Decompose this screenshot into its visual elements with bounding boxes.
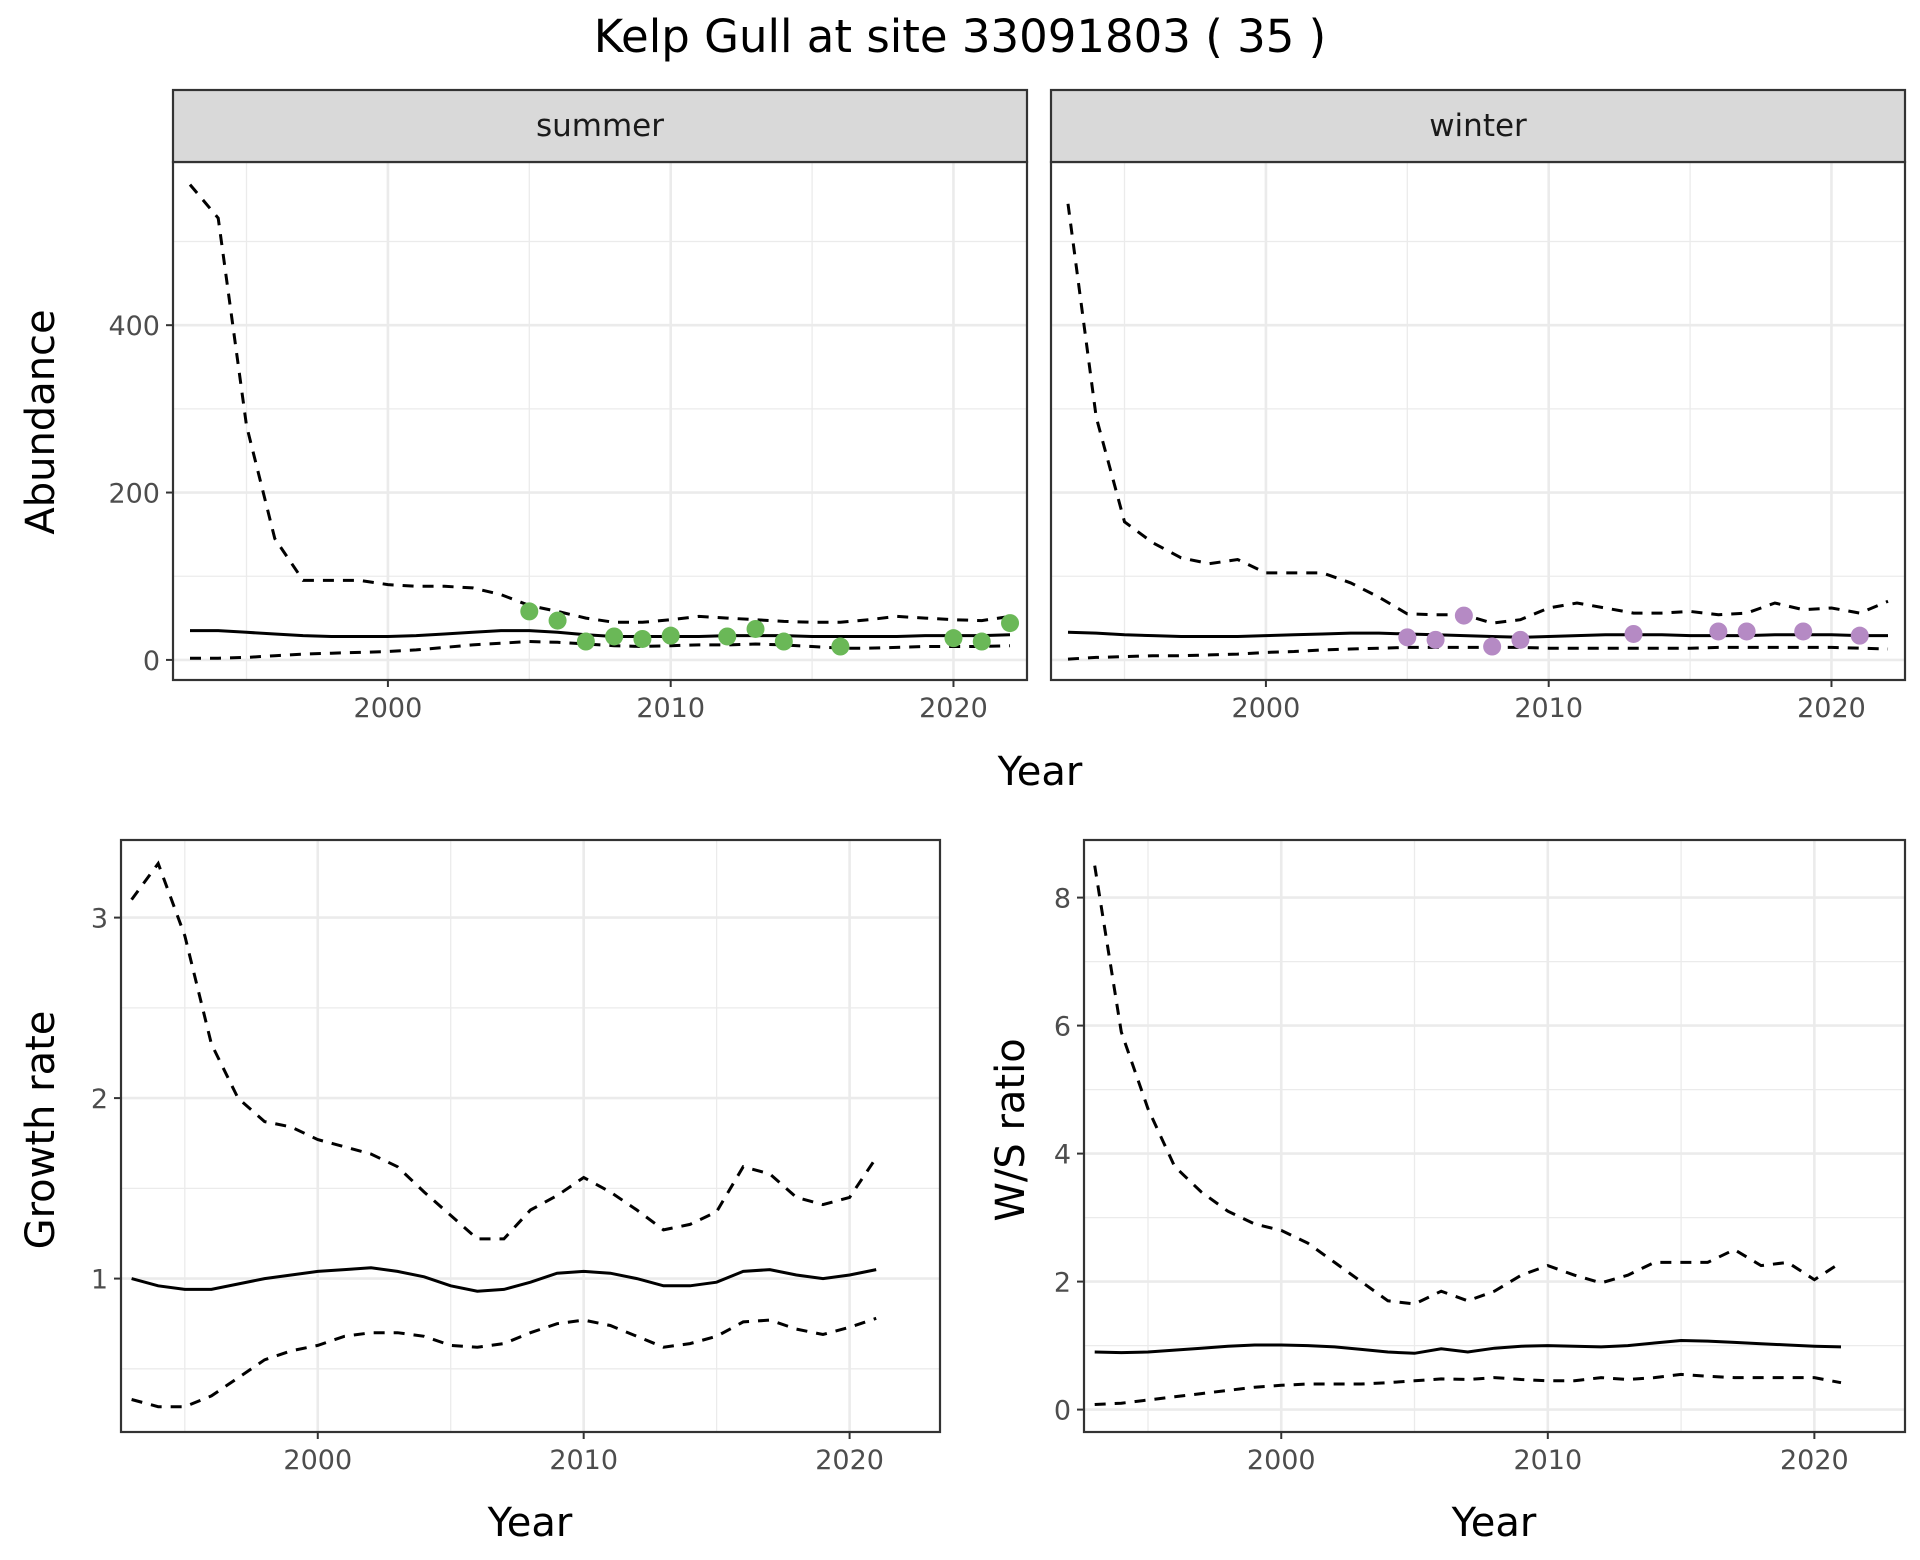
y-tick-label: 3	[91, 904, 108, 935]
observation-point	[973, 633, 991, 651]
x-tick-label: 2000	[1247, 1445, 1316, 1476]
x-tick-label: 2010	[636, 693, 705, 724]
y-tick-label: 0	[1054, 1396, 1071, 1427]
observation-point	[633, 630, 651, 648]
abundance-y-axis-title: Abundance	[18, 309, 64, 534]
y-tick-label: 400	[108, 311, 160, 342]
y-tick-label: 200	[108, 479, 160, 510]
x-tick-label: 2020	[1780, 1445, 1849, 1476]
y-tick-label: 8	[1054, 884, 1071, 915]
y-tick-label: 0	[143, 646, 160, 677]
facet-strip-label: winter	[1429, 108, 1527, 144]
ws-ratio-chart: 2000 2010 2020 0 2 4 6 8	[1054, 840, 1905, 1476]
y-tick-label: 1	[91, 1265, 108, 1296]
main-title: Kelp Gull at site 33091803 ( 35 )	[594, 10, 1326, 63]
observation-point	[1794, 622, 1812, 640]
panel-background	[1084, 840, 1905, 1432]
x-tick-label: 2010	[1513, 1445, 1582, 1476]
observation-point	[747, 620, 765, 638]
x-tick-label: 2000	[354, 693, 423, 724]
y-tick-label: 6	[1054, 1012, 1071, 1043]
growth-y-axis-title: Growth rate	[18, 1011, 64, 1250]
observation-point	[1001, 614, 1019, 632]
observation-point	[549, 612, 567, 630]
observation-point	[1511, 631, 1529, 649]
observation-point	[1398, 628, 1416, 646]
growth-rate-chart: 2000 2010 2020 1 2 3	[91, 840, 940, 1476]
observation-point	[605, 627, 623, 645]
x-tick-label: 2020	[919, 693, 988, 724]
observation-point	[1483, 638, 1501, 656]
ratio-x-axis-title: Year	[1451, 1500, 1537, 1546]
x-tick-label: 2010	[1514, 693, 1583, 724]
ratio-y-axis-title: W/S ratio	[988, 1038, 1034, 1221]
x-tick-label: 2010	[549, 1445, 618, 1476]
observation-point	[944, 629, 962, 647]
x-tick-label: 2000	[283, 1445, 352, 1476]
panel-background	[121, 840, 940, 1432]
observation-point	[1851, 627, 1869, 645]
observation-point	[1455, 607, 1473, 625]
y-tick-label: 4	[1054, 1140, 1071, 1171]
observation-point	[718, 627, 736, 645]
abundance-chart: 2000 2010 2020 0 200 400 summer 2000 2010 2020 win…	[108, 90, 1905, 724]
x-tick-label: 2000	[1232, 693, 1301, 724]
observation-point	[1625, 625, 1643, 643]
panel-background	[173, 162, 1027, 680]
y-tick-label: 2	[1054, 1268, 1071, 1299]
observation-point	[1427, 631, 1445, 649]
x-tick-label: 2020	[1797, 693, 1866, 724]
observation-point	[1709, 622, 1727, 640]
x-tick-label: 2020	[815, 1445, 884, 1476]
observation-point	[577, 633, 595, 651]
observation-point	[662, 627, 680, 645]
observation-point	[775, 633, 793, 651]
observation-point	[831, 638, 849, 656]
facet-strip-label: summer	[536, 108, 664, 144]
observation-point	[1738, 622, 1756, 640]
y-tick-label: 2	[91, 1084, 108, 1115]
growth-x-axis-title: Year	[487, 1500, 573, 1546]
observation-point	[520, 602, 538, 620]
abundance-x-axis-title: Year	[997, 749, 1083, 795]
